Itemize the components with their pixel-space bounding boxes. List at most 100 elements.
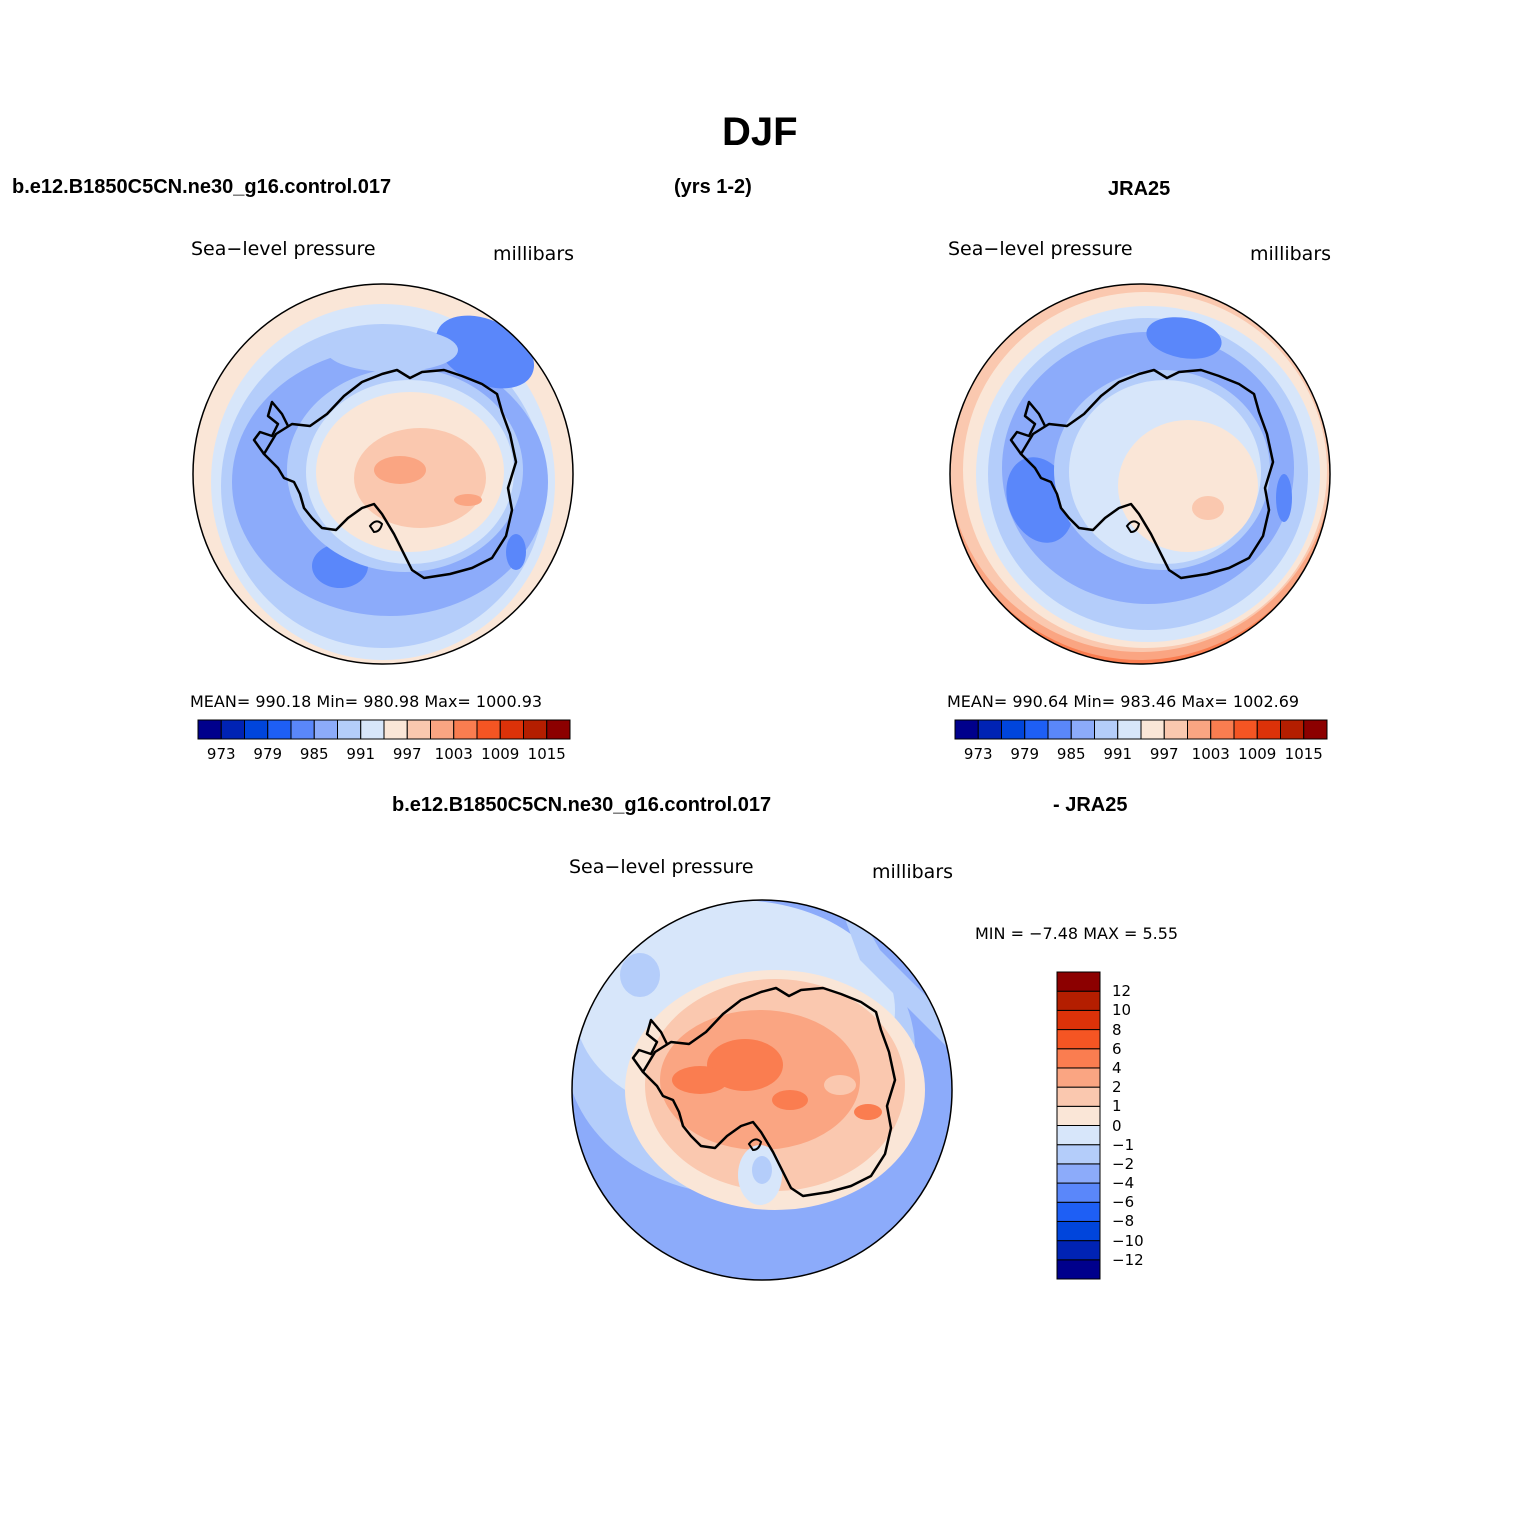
obs-colorbar-swatch	[1303, 719, 1328, 740]
obs-colorbar-tick-label: 979	[1010, 745, 1040, 763]
diff-colorbar-tick-label: −10	[1112, 1231, 1144, 1250]
obs-colorbar-tick-label: 1015	[1284, 745, 1323, 763]
model-colorbar-tick-label: 991	[346, 745, 376, 763]
model-colorbar	[197, 719, 571, 740]
diff-colorbar-swatch	[1056, 1182, 1101, 1203]
model-colorbar-swatch	[546, 719, 571, 740]
obs-variable-label: Sea−level pressure	[948, 238, 1133, 260]
diff-colorbar-tick-label: −2	[1112, 1154, 1135, 1173]
diff-colorbar-tick-label: 8	[1112, 1020, 1122, 1039]
obs-colorbar-tick-label: 973	[963, 745, 993, 763]
obs-colorbar-swatch	[1047, 719, 1072, 740]
model-colorbar-swatch	[453, 719, 478, 740]
obs-name-header: JRA25	[1108, 178, 1171, 200]
obs-stats: MEAN= 990.64 Min= 983.46 Max= 1002.69	[947, 692, 1300, 711]
obs-colorbar-swatch	[1070, 719, 1095, 740]
model-polar-map	[193, 284, 573, 664]
diff-colorbar-swatch	[1056, 1086, 1101, 1107]
diff-colorbar-swatch	[1056, 1163, 1101, 1184]
diff-colorbar-tick-label: 4	[1112, 1058, 1122, 1077]
diff-colorbar-swatch	[1056, 1029, 1101, 1050]
diff-units-label: millibars	[872, 861, 954, 883]
obs-colorbar-tick-label: 991	[1103, 745, 1133, 763]
obs-colorbar-swatch	[1024, 719, 1049, 740]
figure-title: DJF	[722, 110, 798, 154]
diff-colorbar-tick-label: −12	[1112, 1250, 1144, 1269]
obs-colorbar-tick-label: 1009	[1238, 745, 1277, 763]
diff-colorbar-tick-label: 12	[1112, 982, 1132, 1001]
model-variable-label: Sea−level pressure	[191, 238, 376, 260]
diff-colorbar-swatch	[1056, 1009, 1101, 1031]
diff-colorbar-swatch	[1056, 1259, 1101, 1280]
model-colorbar-tick-label: 973	[206, 745, 236, 763]
model-colorbar-swatch	[244, 719, 269, 740]
model-colorbar-swatch	[430, 719, 455, 740]
obs-colorbar-swatch	[1233, 719, 1258, 740]
obs-units-label: millibars	[1250, 243, 1332, 265]
model-colorbar-tick-label: 1015	[527, 745, 566, 763]
diff-colorbar-tick-label: 6	[1112, 1039, 1122, 1058]
diff-colorbar-tick-label: −8	[1112, 1212, 1135, 1231]
obs-colorbar-swatch	[1001, 719, 1026, 740]
diff-colorbar-tick-label: 1	[1112, 1097, 1122, 1116]
diff-colorbar-tick-label: −4	[1112, 1174, 1135, 1193]
obs-colorbar-swatch	[954, 719, 979, 740]
diff-colorbar-tick-label: 10	[1112, 1001, 1132, 1020]
diff-colorbar-swatch	[1056, 1240, 1101, 1261]
model-colorbar-swatch	[499, 719, 524, 740]
model-units-label: millibars	[493, 243, 575, 265]
model-colorbar-tick-label: 1003	[434, 745, 473, 763]
diff-variable-label: Sea−level pressure	[569, 856, 754, 878]
obs-colorbar-swatch	[1187, 719, 1212, 740]
model-colorbar-swatch	[313, 719, 338, 740]
model-colorbar-swatch	[383, 719, 408, 740]
model-colorbar-tick-label: 1009	[481, 745, 520, 763]
diff-colorbar-tick-label: 0	[1112, 1116, 1122, 1135]
diff-colorbar-swatch	[1056, 1201, 1101, 1222]
diff-colorbar-tick-label: −6	[1112, 1193, 1135, 1212]
model-colorbar-swatch	[267, 719, 292, 740]
diff-colorbar-swatch	[1056, 990, 1101, 1011]
years-header: (yrs 1-2)	[674, 176, 752, 198]
diff-colorbar-tick-label: −1	[1112, 1135, 1135, 1154]
obs-colorbar-tick-label: 985	[1056, 745, 1086, 763]
diff-suffix-header: - JRA25	[1053, 794, 1128, 816]
obs-colorbar	[954, 719, 1328, 740]
model-colorbar-swatch	[337, 719, 362, 740]
model-colorbar-swatch	[290, 719, 315, 740]
obs-colorbar-swatch	[1210, 719, 1235, 740]
obs-colorbar-swatch	[977, 719, 1002, 740]
model-stats: MEAN= 990.18 Min= 980.98 Max= 1000.93	[190, 692, 543, 711]
diff-stats: MIN = −7.48 MAX = 5.55	[975, 924, 1179, 943]
model-colorbar-swatch	[523, 719, 548, 740]
obs-colorbar-swatch	[1140, 719, 1165, 740]
obs-colorbar-swatch	[1163, 719, 1188, 740]
obs-colorbar-tick-label: 997	[1149, 745, 1179, 763]
obs-colorbar-swatch	[1256, 719, 1281, 740]
obs-polar-map	[950, 284, 1330, 664]
diff-case-header: b.e12.B1850C5CN.ne30_g16.control.017	[392, 794, 772, 816]
model-colorbar-swatch	[360, 719, 385, 740]
diff-colorbar-swatch	[1056, 1125, 1101, 1146]
diff-colorbar-swatch	[1056, 1048, 1101, 1069]
model-colorbar-swatch	[220, 719, 245, 740]
obs-colorbar-swatch	[1117, 719, 1142, 740]
model-colorbar-swatch	[197, 719, 222, 740]
diff-colorbar-swatch	[1056, 1067, 1101, 1088]
diff-colorbar-swatch	[1056, 1220, 1101, 1242]
model-colorbar-tick-label: 979	[253, 745, 283, 763]
model-colorbar-tick-label: 985	[299, 745, 329, 763]
diff-colorbar	[1056, 971, 1101, 1280]
diff-colorbar-swatch	[1056, 971, 1101, 992]
model-colorbar-swatch	[476, 719, 501, 740]
model-colorbar-tick-label: 997	[392, 745, 422, 763]
diff-colorbar-swatch	[1056, 1144, 1101, 1165]
obs-colorbar-swatch	[1280, 719, 1305, 740]
diff-polar-map	[572, 900, 952, 1280]
model-colorbar-swatch	[406, 719, 431, 740]
diff-colorbar-tick-label: 2	[1112, 1078, 1122, 1097]
obs-colorbar-swatch	[1094, 719, 1119, 740]
obs-colorbar-tick-label: 1003	[1191, 745, 1230, 763]
diff-colorbar-swatch	[1056, 1105, 1101, 1126]
